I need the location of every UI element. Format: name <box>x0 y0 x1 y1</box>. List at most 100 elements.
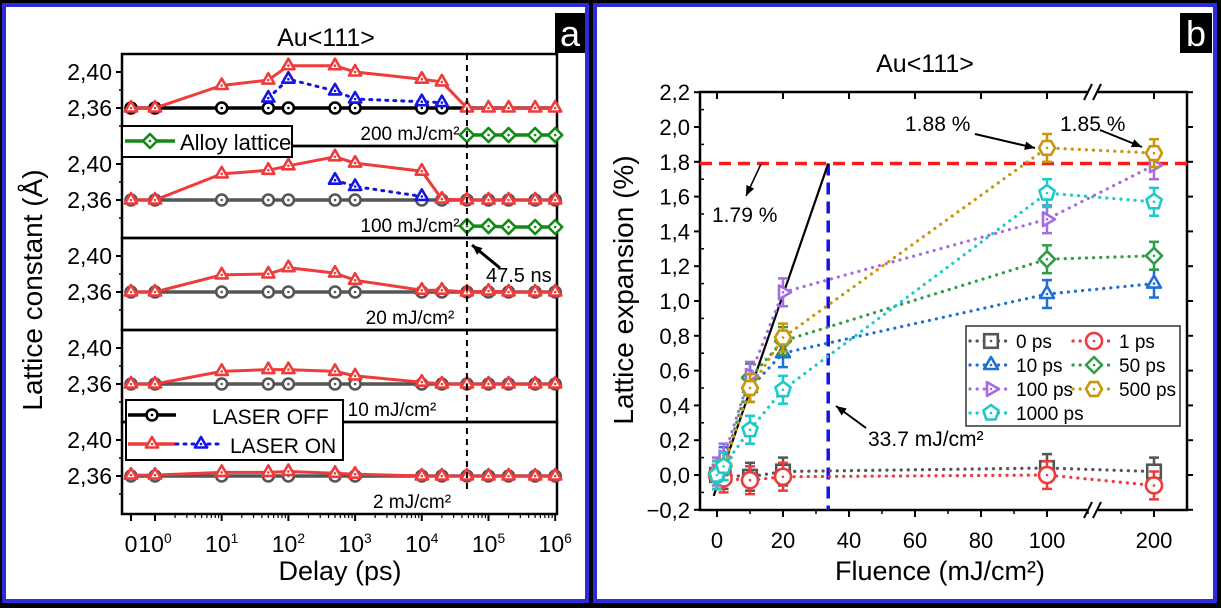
marker-dot <box>153 106 157 110</box>
legend-laser-off-label: LASER OFF <box>212 406 329 429</box>
laser-on-point <box>501 283 516 297</box>
legend-marker <box>1084 380 1104 398</box>
x-tick-label: 60 <box>903 528 927 553</box>
laser-on-point <box>327 464 343 479</box>
alloy-point <box>526 126 544 144</box>
laser-on-point <box>501 467 516 481</box>
marker-dot <box>1152 484 1156 487</box>
laser-on-blue-point <box>260 89 276 103</box>
tick-exponent: 1 <box>231 531 239 546</box>
laser-on-point <box>414 467 430 481</box>
marker-triangle-up <box>123 99 139 113</box>
laser-on-point <box>347 63 363 77</box>
marker-triangle-up <box>501 283 516 297</box>
marker-triangle-up <box>123 283 139 297</box>
marker-dot <box>353 198 357 202</box>
tick-base: 10 <box>405 531 431 557</box>
data-point <box>1037 249 1057 269</box>
y-tick-label: 0,8 <box>659 324 690 349</box>
legend-marker <box>982 403 1000 421</box>
y-tick-label: 2,40 <box>67 335 112 361</box>
laser-off-point <box>328 377 342 391</box>
marker-triangle-up <box>481 99 496 113</box>
marker-dot <box>420 195 424 198</box>
chart-title: Au<111> <box>277 24 375 52</box>
laser-off-point <box>261 101 276 115</box>
panel-label-text: a <box>560 13 581 54</box>
marker-dot <box>220 382 223 386</box>
marker-triangle-up <box>347 367 363 381</box>
marker-dot <box>420 77 424 81</box>
alloy-point <box>546 218 564 236</box>
marker-triangle-up <box>414 467 430 481</box>
series-line <box>715 254 1156 477</box>
laser-off-point <box>281 193 296 207</box>
marker-triangle-up <box>147 191 163 205</box>
marker-dot <box>287 470 290 473</box>
y-tick-label: 1,0 <box>659 289 690 314</box>
marker-dot <box>487 133 490 137</box>
marker-triangle-up <box>414 162 430 176</box>
laser-on-blue-point <box>414 188 430 202</box>
marker-dot <box>333 370 337 373</box>
laser-on-point <box>501 191 516 205</box>
marker-triangle-up <box>501 467 516 481</box>
marker-triangle-up <box>1145 274 1163 289</box>
x-tick-label: 80 <box>969 528 993 553</box>
marker-dot <box>153 473 157 477</box>
marker-dot <box>267 382 270 386</box>
y-tick-label: 2,36 <box>67 187 112 213</box>
marker-dot <box>440 197 444 201</box>
tick-base: 10 <box>338 531 364 557</box>
marker-triangle-up <box>327 264 343 278</box>
marker-dot <box>748 478 752 482</box>
marker-triangle-up <box>123 466 139 480</box>
y-tick-label: 2,2 <box>659 80 690 105</box>
marker-triangle-up <box>147 466 163 480</box>
marker-triangle-up <box>347 178 363 192</box>
marker-dot <box>267 290 270 294</box>
laser-on-point <box>501 99 516 113</box>
marker-dot <box>333 472 337 475</box>
legend-laser: LASER OFF LASER ON <box>125 399 344 461</box>
marker-dot <box>507 474 510 478</box>
marker-triangle-up <box>327 82 343 96</box>
laser-on-point <box>147 375 163 389</box>
marker-triangle-up <box>327 171 343 185</box>
laser-on-point <box>547 99 563 113</box>
legend-marker-on <box>144 435 160 449</box>
laser-on-point <box>260 71 276 85</box>
laser-on-point <box>347 154 363 168</box>
threshold-arrow <box>745 163 762 197</box>
y-tick-label: 1,2 <box>659 254 690 279</box>
legend-box <box>965 325 1181 427</box>
data-point <box>1037 139 1057 157</box>
marker-dot <box>748 428 752 432</box>
annotation-arrow <box>1099 129 1143 148</box>
fluence-label: 20 mJ/cm² <box>366 308 455 329</box>
marker-dot <box>267 198 270 202</box>
axis-break-gap <box>1088 502 1098 518</box>
marker-triangle-up <box>214 266 230 280</box>
y-tick-label: −0,2 <box>647 498 690 523</box>
alloy-point <box>500 126 517 144</box>
marker-dot <box>287 106 290 110</box>
marker-dot <box>553 474 557 478</box>
data-point <box>773 329 793 346</box>
marker-triangle-up <box>260 464 276 478</box>
laser-on-point <box>260 265 276 279</box>
marker-dot <box>267 471 270 474</box>
series-line <box>715 146 1156 477</box>
laser-on-point <box>214 165 230 179</box>
y-tick-label: 1,8 <box>659 150 690 175</box>
marker-dot <box>1045 473 1049 477</box>
marker-dot <box>333 89 337 93</box>
marker-dot <box>267 106 270 110</box>
laser-off-point <box>214 285 229 299</box>
marker-dot <box>553 106 557 110</box>
marker-dot <box>989 387 993 391</box>
tick-exponent: 5 <box>497 531 505 546</box>
marker-triangle-up <box>260 162 276 176</box>
marker-dot <box>487 289 490 293</box>
